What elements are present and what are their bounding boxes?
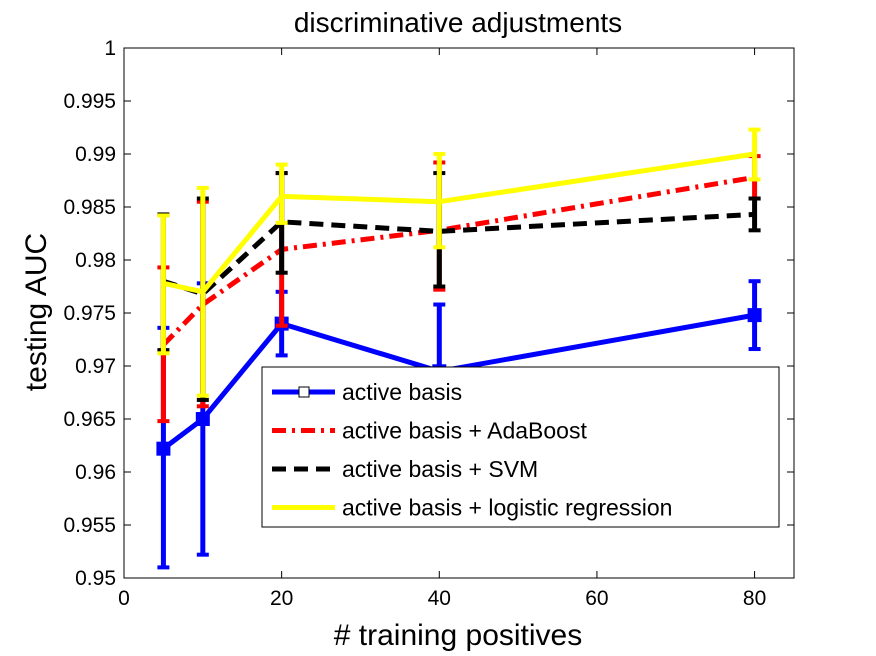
y-tick-label: 1 — [104, 37, 116, 60]
chart-title: discriminative adjustments — [294, 7, 622, 38]
legend: active basis active basis + AdaBoost activ… — [261, 366, 780, 528]
y-tick-label: 0.975 — [63, 302, 116, 325]
y-tick-label: 0.965 — [63, 408, 116, 431]
legend-item: active basis — [272, 379, 462, 405]
x-tick-label: 20 — [270, 587, 293, 610]
legend-box — [261, 366, 780, 528]
y-tick-label: 0.995 — [63, 90, 116, 113]
x-tick-label: 60 — [585, 587, 608, 610]
y-tick-label: 0.97 — [75, 355, 116, 378]
series-3 — [157, 127, 761, 398]
legend-label: active basis + SVM — [342, 456, 538, 482]
legend-label: active basis + AdaBoost — [342, 418, 587, 444]
y-tick-label: 0.96 — [75, 461, 116, 484]
x-tick-label: 0 — [118, 587, 130, 610]
data-point — [747, 308, 762, 323]
y-tick-label: 0.95 — [75, 567, 116, 590]
y-tick-label: 0.985 — [63, 196, 116, 219]
legend-item: active basis + AdaBoost — [272, 418, 587, 444]
plot-area: 0 20 40 60 80 0.95 0.955 0.96 0.965 0.97 0.975 0.98… — [63, 37, 795, 610]
y-tick-label: 0.98 — [75, 249, 116, 272]
legend-label: active basis + logistic regression — [342, 495, 672, 521]
x-tick-label: 80 — [743, 587, 766, 610]
y-tick-label: 0.955 — [63, 514, 116, 537]
data-point — [195, 412, 210, 426]
legend-marker — [298, 386, 310, 398]
x-tick-label: 40 — [428, 587, 451, 610]
series-line — [162, 151, 755, 295]
legend-label: active basis — [342, 379, 462, 405]
y-axis-label: testing AUC — [20, 233, 53, 391]
y-tick-label: 0.99 — [75, 143, 116, 166]
x-axis-label: # training positives — [334, 619, 582, 652]
data-point — [156, 441, 171, 456]
legend-item: active basis + logistic regression — [272, 495, 672, 521]
legend-item: active basis + SVM — [272, 456, 538, 482]
